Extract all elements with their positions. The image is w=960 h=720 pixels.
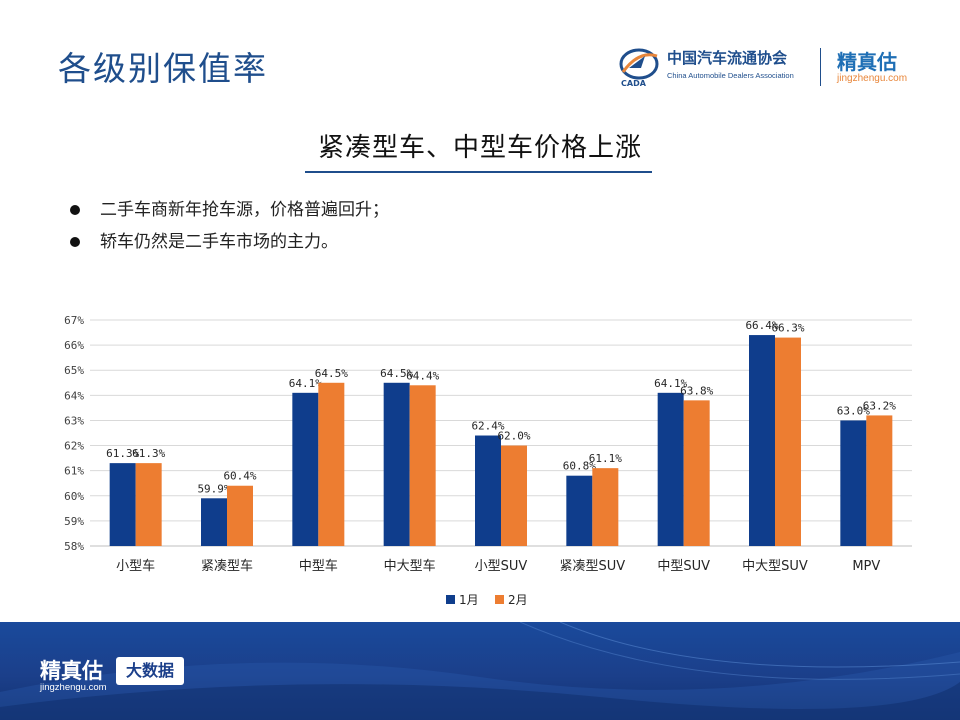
bullet-text: 二手车商新年抢车源，价格普遍回升；: [100, 200, 389, 220]
bar-feb: [592, 468, 619, 546]
bar-jan: [201, 498, 227, 546]
y-tick-label: 62%: [64, 440, 84, 453]
bullet-list: 二手车商新年抢车源，价格普遍回升； 轿车仍然是二手车市场的主力。: [70, 199, 389, 263]
footer-banner: 精真估 jingzhengu.com 大数据: [0, 622, 960, 720]
headline-underline: [305, 171, 652, 173]
x-tick-label: 中型车: [299, 558, 338, 574]
footer-logo-domain: jingzhengu.com: [40, 682, 107, 693]
logo-divider: [820, 48, 821, 86]
y-tick-label: 63%: [64, 414, 84, 427]
bar-jan: [749, 335, 775, 546]
bar-feb: [683, 400, 710, 546]
bar-jan: [292, 392, 319, 546]
data-label: 61.3%: [106, 447, 139, 460]
jzg-logo-domain: jingzhengu.com: [837, 73, 908, 84]
data-label: 63.2%: [863, 399, 896, 412]
page-title: 各级别保值率: [58, 49, 268, 88]
footer-badge: 大数据: [116, 657, 184, 685]
bullet-item: 轿车仍然是二手车市场的主力。: [70, 231, 389, 263]
bar-feb: [409, 385, 436, 546]
cada-name-en: China Automobile Dealers Association: [667, 71, 794, 80]
cada-emblem-icon: CADA: [619, 48, 659, 88]
data-label: 61.3%: [132, 447, 165, 460]
data-label: 60.4%: [223, 470, 256, 483]
legend-label: 1月: [459, 593, 479, 607]
x-tick-label: 中型SUV: [657, 559, 710, 574]
bullet-dot-icon: [70, 237, 80, 247]
retention-rate-chart: 58% 59% 60% 61% 62% 63% 64% 65% 66% 67% 61.3%61.3%…: [64, 314, 912, 607]
data-label: 61.1%: [589, 452, 622, 465]
data-label: 62.0%: [497, 430, 530, 443]
logo-area: CADA 中国汽车流通协会 China Automobile Dealers A…: [615, 44, 925, 92]
data-label: 66.3%: [771, 322, 804, 335]
data-label: 64.4%: [406, 369, 439, 382]
y-tick-label: 59%: [64, 515, 84, 528]
bullet-dot-icon: [70, 205, 80, 215]
y-tick-label: 67%: [64, 314, 84, 327]
bar-feb: [135, 463, 162, 546]
legend-swatch: [495, 595, 504, 604]
jzg-logo-name: 精真估: [837, 50, 897, 74]
bar-feb: [501, 445, 527, 546]
y-tick-label: 66%: [64, 339, 84, 352]
bar-feb: [318, 382, 345, 546]
x-tick-label: 紧凑型车: [201, 558, 253, 574]
bar-feb: [775, 337, 801, 546]
data-label: 64.5%: [315, 367, 348, 380]
x-tick-label: 小型车: [116, 558, 155, 574]
x-tick-label: MPV: [852, 559, 880, 574]
bar-jan: [566, 475, 593, 546]
bar-jan: [840, 420, 867, 546]
data-label: 64.5%: [380, 367, 413, 380]
data-label: 64.1%: [289, 377, 322, 390]
data-label: 62.4%: [471, 420, 504, 433]
y-tick-label: 58%: [64, 540, 84, 553]
legend-label: 2月: [508, 593, 528, 607]
bar-feb: [866, 415, 893, 546]
y-tick-label: 60%: [64, 490, 84, 503]
data-label: 63.0%: [837, 404, 870, 417]
headline: 紧凑型车、中型车价格上涨: [317, 133, 642, 163]
bullet-text: 轿车仍然是二手车市场的主力。: [100, 232, 338, 252]
bar-feb: [227, 485, 253, 546]
x-tick-label: 中大型车: [384, 558, 436, 574]
footer-logo-name: 精真估: [40, 659, 103, 683]
cada-emblem-text: CADA: [621, 79, 647, 88]
bar-jan: [657, 392, 684, 546]
data-label: 64.1%: [654, 377, 687, 390]
y-tick-label: 64%: [64, 389, 84, 402]
x-tick-label: 紧凑型SUV: [559, 559, 625, 574]
bar-jan: [109, 463, 136, 546]
cada-name-cn: 中国汽车流通协会: [667, 49, 788, 67]
bar-jan: [383, 382, 410, 546]
data-label: 60.8%: [563, 460, 596, 473]
y-tick-label: 61%: [64, 465, 84, 478]
bullet-item: 二手车商新年抢车源，价格普遍回升；: [70, 199, 389, 231]
x-tick-label: 小型SUV: [475, 559, 528, 574]
bar-jan: [475, 435, 501, 546]
y-tick-label: 65%: [64, 364, 84, 377]
footer-wave-decoration: [0, 622, 960, 720]
x-tick-label: 中大型SUV: [742, 559, 808, 574]
data-label: 66.4%: [745, 319, 778, 332]
data-label: 63.8%: [680, 384, 713, 397]
legend-swatch: [446, 595, 455, 604]
data-label: 59.9%: [197, 482, 230, 495]
